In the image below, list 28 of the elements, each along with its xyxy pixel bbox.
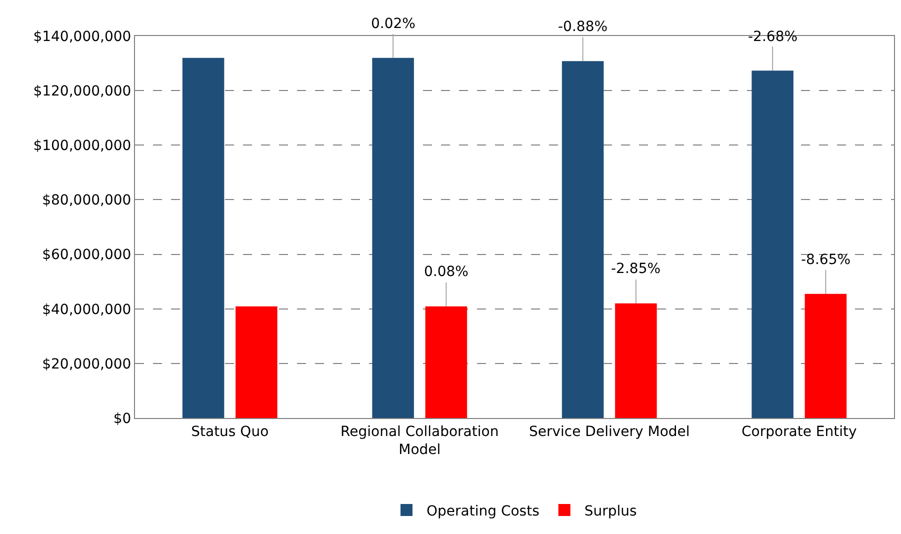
annotation: -0.88% (558, 19, 608, 35)
bar (804, 294, 847, 418)
y-tick-label: $80,000,000 (42, 192, 132, 209)
bar (615, 303, 657, 418)
bar (752, 70, 794, 418)
annotation: 0.02% (371, 16, 416, 32)
bar (372, 58, 414, 418)
y-tick-label: $60,000,000 (42, 247, 132, 264)
y-tick-label: $0 (113, 410, 132, 427)
y-tick-label: $120,000,000 (33, 83, 132, 100)
y-tick-label: $40,000,000 (42, 302, 132, 318)
bar (425, 306, 468, 418)
bar (236, 306, 278, 418)
annotation: -2.85% (611, 261, 661, 277)
bar (182, 58, 224, 418)
annotation: -8.65% (801, 252, 851, 268)
legend-label: Surplus (584, 503, 637, 520)
x-tick-label: Status Quo (191, 424, 269, 440)
y-tick-label: $100,000,000 (33, 138, 132, 154)
y-tick-label: $140,000,000 (33, 28, 132, 45)
annotation: 0.08% (424, 264, 468, 280)
x-tick-label: Regional Collaboration Model (340, 424, 499, 458)
y-tick-label: $20,000,000 (42, 356, 132, 372)
x-tick-label: Service Delivery Model (528, 424, 690, 440)
annotation: -2.68% (748, 29, 798, 45)
legend-label: Operating Costs (426, 503, 540, 520)
bar (562, 61, 604, 418)
x-tick-label: Corporate Entity (741, 424, 857, 440)
